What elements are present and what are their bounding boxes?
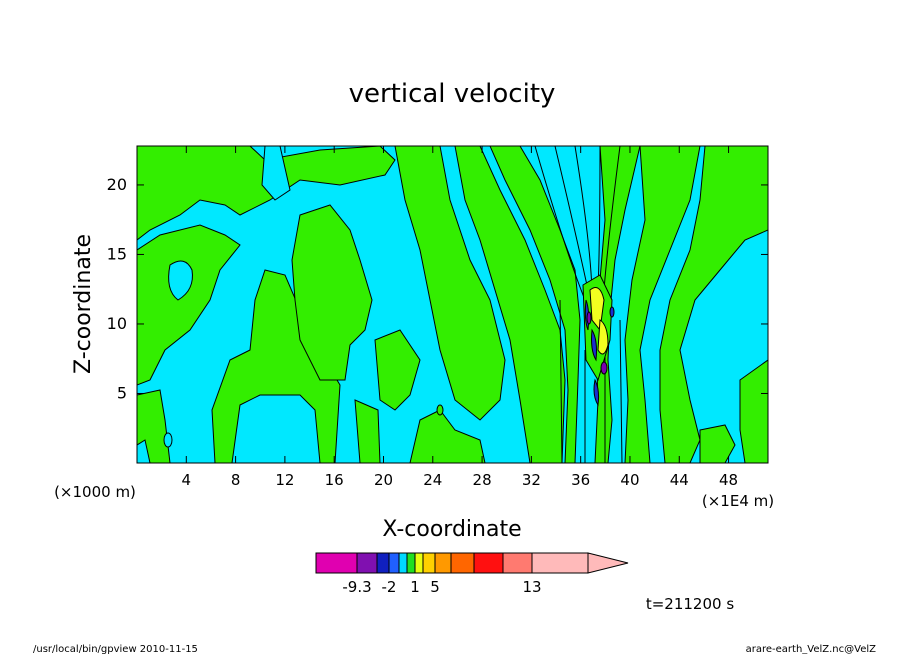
colorbar-label: -2 bbox=[382, 578, 397, 596]
x-tick-label: 48 bbox=[719, 471, 738, 489]
colorbar-swatch bbox=[473, 552, 504, 574]
colorbar-swatch bbox=[356, 552, 378, 574]
x-axis-label: X-coordinate bbox=[382, 517, 521, 542]
colorbar-labels: -9.3 -2 1 5 13 bbox=[342, 578, 541, 596]
x-tick-label: 44 bbox=[670, 471, 689, 489]
positive-velocity-regions bbox=[137, 146, 768, 463]
colorbar-label: -9.3 bbox=[342, 578, 371, 596]
plot-area bbox=[137, 146, 768, 463]
convective-core bbox=[582, 274, 615, 407]
y-tick-label: 10 bbox=[107, 314, 127, 333]
y-tick-label: 20 bbox=[107, 175, 127, 194]
colorbar-swatch bbox=[398, 552, 408, 574]
colorbar-swatch bbox=[450, 552, 475, 574]
x-unit-right: (×1E4 m) bbox=[702, 492, 774, 510]
x-tick-label: 40 bbox=[620, 471, 639, 489]
colorbar-label: 5 bbox=[430, 578, 440, 596]
time-label: t=211200 s bbox=[646, 595, 734, 613]
y-tick-label: 5 bbox=[117, 383, 127, 402]
colorbar-swatch bbox=[434, 552, 452, 574]
x-tick-label: 20 bbox=[374, 471, 393, 489]
footer-left: /usr/local/bin/gpview 2010-11-15 bbox=[33, 644, 198, 654]
colorbar-swatch bbox=[422, 552, 436, 574]
x-tick-label: 24 bbox=[423, 471, 442, 489]
colorbar-extension bbox=[587, 552, 629, 574]
footer-right: arare-earth_VelZ.nc@VelZ bbox=[746, 644, 877, 654]
x-tick-label: 16 bbox=[325, 471, 344, 489]
y-axis-label: Z-coordinate bbox=[71, 234, 96, 374]
plot-frame bbox=[136, 145, 769, 464]
x-tick-label: 8 bbox=[231, 471, 241, 489]
x-unit-left: (×1000 m) bbox=[54, 483, 136, 501]
colorbar-swatch bbox=[315, 552, 358, 574]
colorbar-swatch bbox=[531, 552, 589, 574]
colorbar-swatch bbox=[388, 552, 400, 574]
colorbar-swatch bbox=[502, 552, 533, 574]
colorbar-swatch bbox=[414, 552, 424, 574]
x-tick-label: 28 bbox=[473, 471, 492, 489]
x-tick-label: 32 bbox=[522, 471, 541, 489]
y-tick-label: 15 bbox=[107, 244, 127, 263]
colorbar bbox=[315, 552, 629, 574]
x-tick-label: 4 bbox=[182, 471, 192, 489]
x-axis: 4 8 12 16 20 24 28 32 36 40 44 48 bbox=[182, 146, 738, 489]
colorbar-swatch bbox=[406, 552, 416, 574]
colorbar-label: 1 bbox=[410, 578, 420, 596]
colorbar-label: 13 bbox=[522, 578, 541, 596]
colorbar-swatch bbox=[376, 552, 390, 574]
chart-title: vertical velocity bbox=[349, 79, 556, 109]
x-tick-label: 12 bbox=[275, 471, 294, 489]
y-axis: 5 10 15 20 bbox=[107, 175, 768, 402]
x-tick-label: 36 bbox=[571, 471, 590, 489]
